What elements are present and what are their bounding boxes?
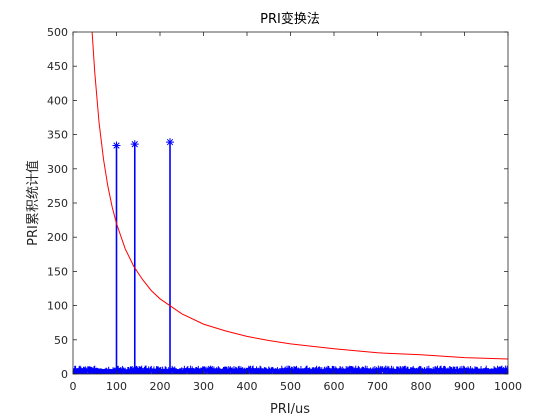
x-tick-label: 900	[454, 380, 475, 393]
y-tick-label: 50	[54, 334, 68, 347]
x-tick-label: 200	[150, 380, 171, 393]
x-tick-label: 0	[70, 380, 77, 393]
y-tick-label: 500	[47, 26, 68, 39]
x-tick-label: 100	[106, 380, 127, 393]
y-tick-label: 400	[47, 94, 68, 107]
y-tick-label: 100	[47, 300, 68, 313]
y-tick-label: 300	[47, 163, 68, 176]
x-tick-label: 300	[193, 380, 214, 393]
x-tick-label: 600	[324, 380, 345, 393]
axes: 0 100 200 300 400 500 600 700 800 900 1000 0 50 100 15…	[47, 26, 522, 393]
x-tick-label: 800	[411, 380, 432, 393]
x-tick-label: 400	[237, 380, 258, 393]
y-tick-label: 350	[47, 129, 68, 142]
y-tick-label: 200	[47, 231, 68, 244]
x-tick-label: 500	[280, 380, 301, 393]
y-tick-label: 150	[47, 265, 68, 278]
y-tick-label: 0	[61, 368, 68, 381]
x-tick-label: 1000	[494, 380, 522, 393]
x-axis-label: PRI/us	[270, 402, 310, 417]
y-tick-label: 250	[47, 197, 68, 210]
plot-content	[73, 32, 508, 374]
chart-title: PRI变换法	[260, 11, 320, 27]
y-tick-label: 450	[47, 60, 68, 73]
threshold-curve	[91, 32, 508, 360]
peak-marker-3	[166, 138, 175, 147]
y-axis-label: PRI累积统计值	[25, 160, 41, 246]
x-tick-label: 700	[367, 380, 388, 393]
peak-marker-1	[112, 141, 121, 150]
peak-marker-2	[130, 140, 139, 149]
plot-area	[73, 32, 508, 374]
